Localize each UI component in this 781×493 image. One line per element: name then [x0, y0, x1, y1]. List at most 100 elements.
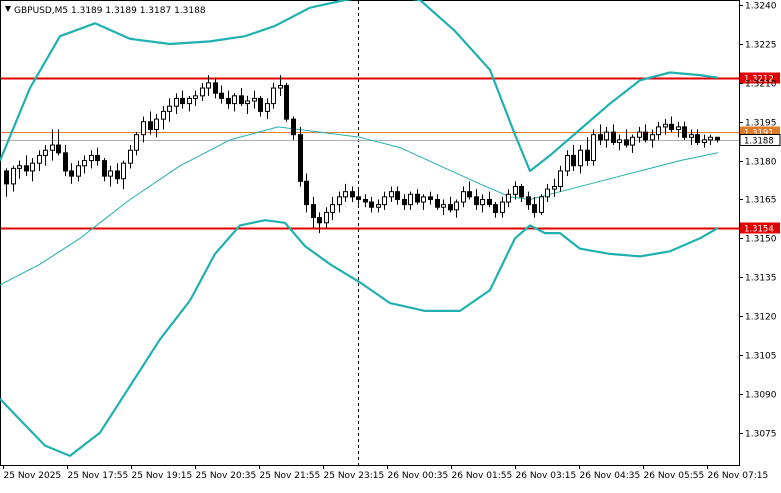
x-tick-label: 25 Nov 21:55 — [260, 471, 321, 481]
candle-body — [643, 131, 648, 141]
candle-body — [76, 165, 81, 177]
candle-body — [493, 204, 498, 213]
y-tick-label: 1.3150 — [745, 235, 777, 245]
candle-body — [43, 149, 48, 156]
candle-body — [669, 123, 674, 131]
candle-body — [128, 149, 133, 164]
candle-body — [663, 123, 668, 128]
level-price-label: 1.3191 — [744, 129, 774, 139]
candle-body — [232, 95, 237, 105]
candle-body — [637, 131, 642, 138]
candle-body — [448, 204, 453, 211]
y-tick-label: 1.3195 — [745, 119, 777, 129]
level-price-label: 1.3154 — [744, 225, 774, 235]
candle-body — [37, 154, 42, 164]
candle-body — [526, 196, 531, 206]
candle-body — [650, 134, 655, 141]
candle-body — [258, 97, 263, 112]
candle-body — [428, 196, 433, 200]
candle-body — [382, 196, 387, 206]
candle-body — [363, 198, 368, 203]
candle-body — [317, 217, 322, 224]
candle-body — [24, 165, 29, 172]
candle-body — [467, 191, 472, 198]
candle-body — [356, 196, 361, 200]
candle-body — [311, 204, 316, 219]
candle-body — [480, 198, 485, 206]
band-middle-band — [0, 126, 719, 286]
x-axis: 25 Nov 2025 25 Nov 17:55 25 Nov 19:15 25 No… — [3, 465, 768, 481]
candle-body — [102, 160, 107, 177]
candle-body — [585, 149, 590, 162]
candle-body — [108, 170, 113, 177]
candle-body — [141, 121, 146, 136]
candle-body — [343, 191, 348, 198]
candle-body — [376, 204, 381, 208]
bollinger-bands — [0, 0, 719, 457]
candle-body — [708, 136, 713, 141]
candle-body — [174, 97, 179, 107]
candle-body — [252, 97, 257, 102]
x-tick-label: 26 Nov 04:35 — [580, 471, 641, 481]
candle-body — [435, 198, 440, 208]
candle-body — [4, 170, 9, 185]
candle-body — [154, 118, 159, 131]
candle-body — [56, 144, 61, 154]
candle-body — [415, 193, 420, 203]
band-upper-band — [0, 0, 719, 173]
x-tick-label: 25 Nov 17:55 — [68, 471, 129, 481]
level-price-tag — [739, 134, 781, 146]
y-tick-label: 1.3165 — [745, 196, 777, 206]
candle-body — [30, 162, 35, 172]
candle-body — [702, 139, 707, 143]
candle-body — [571, 154, 576, 167]
candle-body — [187, 97, 192, 105]
y-tick-label: 1.3120 — [745, 313, 777, 323]
level-price-tag — [740, 222, 780, 234]
candle-body — [284, 84, 289, 120]
candle-body — [461, 191, 466, 203]
chart-menu-triangle-icon[interactable] — [5, 6, 11, 12]
candle-body — [395, 191, 400, 200]
candle-body — [265, 103, 270, 112]
candle-body — [552, 185, 557, 190]
candle-body — [69, 170, 74, 177]
candle-body — [89, 154, 94, 162]
candle-body — [82, 160, 87, 167]
x-tick-label: 25 Nov 23:15 — [324, 471, 385, 481]
candles — [4, 75, 720, 234]
candle-body — [271, 87, 276, 105]
level-price-label: 1.3212 — [744, 75, 774, 85]
candle-body — [121, 162, 126, 180]
candle-body — [200, 87, 205, 97]
candle-body — [545, 188, 550, 198]
candle-body — [500, 201, 505, 213]
candle-body — [193, 95, 198, 99]
candle-body — [304, 180, 309, 206]
candle-body — [115, 170, 120, 180]
x-tick-label: 26 Nov 01:55 — [452, 471, 513, 481]
candle-body — [213, 82, 218, 94]
level-price-tag — [740, 72, 780, 84]
candle-body — [324, 211, 329, 224]
candle-body — [565, 154, 570, 172]
candle-body — [134, 134, 139, 151]
candle-body — [656, 126, 661, 136]
y-tick-label: 1.3090 — [745, 391, 777, 401]
candle-body — [337, 196, 342, 206]
candle-body — [350, 191, 355, 198]
candle-body — [519, 185, 524, 198]
candle-body — [369, 201, 374, 208]
candle-body — [330, 204, 335, 213]
candle-body — [676, 126, 681, 131]
candle-body — [558, 170, 563, 187]
x-tick-label: 25 Nov 20:35 — [196, 471, 257, 481]
candle-body — [167, 105, 172, 112]
y-tick-label: 1.3210 — [745, 80, 777, 90]
candle-body — [630, 136, 635, 146]
band-lower-band — [0, 219, 719, 457]
candle-body — [695, 134, 700, 143]
candle-body — [604, 131, 609, 141]
candle-body — [278, 84, 283, 89]
